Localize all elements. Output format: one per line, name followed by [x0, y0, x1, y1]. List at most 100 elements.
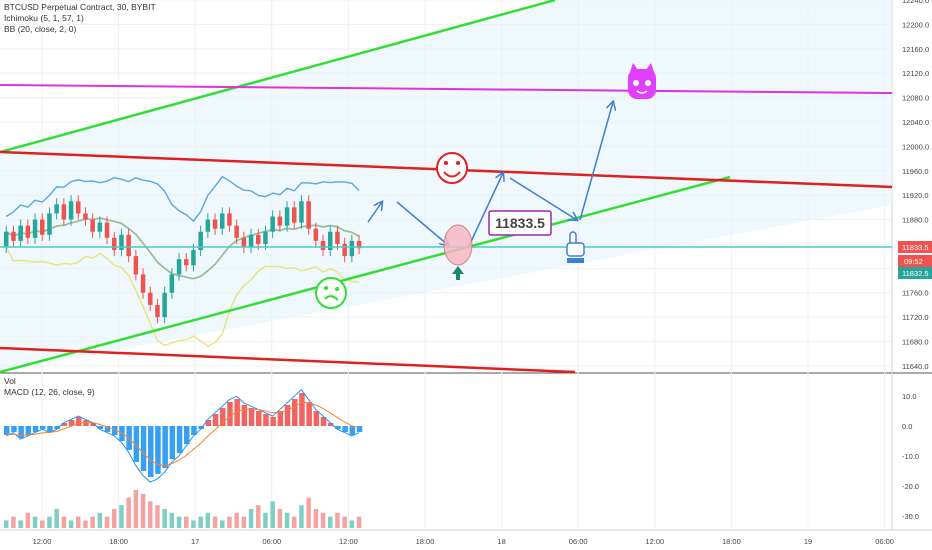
volume-bar — [25, 512, 31, 528]
candle-body — [112, 237, 117, 251]
macd-hist-bar — [40, 426, 46, 429]
magenta-horizontal-line[interactable] — [0, 84, 893, 94]
candle-body — [256, 234, 261, 244]
candle-body — [212, 219, 218, 229]
volume-bar — [76, 516, 81, 528]
candle-body — [184, 259, 189, 266]
macd-hist-bar — [112, 426, 118, 435]
vol-legend[interactable]: Vol — [4, 376, 16, 386]
green-trendline-lower[interactable] — [0, 175, 731, 374]
candlesticks — [4, 195, 362, 324]
macd-hist-bar — [133, 426, 140, 462]
macd-hist-bar — [263, 414, 269, 426]
symbol-title[interactable]: BTCUSD Perpetual Contract, 30, BYBIT — [4, 2, 156, 12]
volume-bar — [148, 501, 153, 528]
time-tick-label: 18:00 — [722, 537, 741, 546]
price-tick-label: 11720.0 — [902, 313, 929, 322]
svg-text:11833.5: 11833.5 — [902, 243, 929, 252]
macd-hist-bar — [248, 408, 255, 426]
macd-hist-bar — [104, 426, 111, 432]
volume-bar — [342, 516, 347, 528]
svg-text:11832.5: 11832.5 — [902, 269, 929, 278]
arrow-down-to-pullback[interactable] — [509, 177, 577, 220]
highlight-ellipse[interactable] — [443, 224, 473, 266]
volume-bar — [11, 516, 16, 528]
candle-body — [263, 231, 268, 244]
up-arrow-marker-icon — [452, 266, 464, 280]
price-label-text: 11833.5 — [495, 215, 545, 231]
macd-hist-bar — [83, 420, 89, 426]
candle-body — [306, 201, 311, 229]
volume-bar — [4, 520, 9, 528]
macd-hist-bar — [97, 426, 104, 429]
candle-body — [198, 231, 203, 251]
macd-hist-bar — [162, 426, 168, 468]
candle-body — [277, 216, 283, 226]
macd-tick-label: -30.0 — [902, 512, 919, 521]
candle-body — [176, 259, 182, 275]
arrow-up-to-target[interactable] — [579, 102, 613, 221]
macd-hist-bar — [184, 426, 190, 444]
candle-body — [140, 274, 146, 293]
time-axis[interactable]: 12:00 18:00 17 06:00 12:00 18:00 18 06:00 12:00 1… — [33, 537, 894, 546]
bb-legend[interactable]: BB (20, close, 2, 0) — [4, 24, 77, 34]
volume-bar — [227, 516, 232, 528]
macd-hist-bar — [227, 402, 233, 426]
arrow-up-short[interactable] — [367, 202, 382, 223]
volume-bar — [241, 516, 247, 528]
candle-body — [227, 213, 232, 226]
macd-hist-bar — [191, 426, 197, 435]
price-tick-label: 12200.0 — [902, 20, 929, 29]
candle-body — [220, 213, 225, 229]
green-trendline-upper[interactable] — [0, 0, 556, 154]
price-tick-label: 11760.0 — [902, 289, 929, 298]
candle-body — [126, 234, 131, 257]
time-tick-label: 12:00 — [339, 537, 358, 546]
arrow-up-to-peak[interactable] — [467, 173, 503, 249]
time-tick-label: 06:00 — [569, 537, 588, 546]
macd-hist-bar — [4, 426, 10, 435]
macd-hist-bar — [284, 405, 291, 426]
candle-body — [18, 225, 23, 241]
ichimoku-legend[interactable]: Ichimoku (5, 1, 57, 1) — [4, 13, 84, 23]
macd-hist-bar — [270, 417, 276, 426]
macd-legend[interactable]: MACD (12, 26, close, 9) — [4, 387, 95, 397]
volume-bar — [356, 516, 362, 528]
volume-bar — [335, 512, 340, 528]
candle-body — [90, 219, 95, 232]
volume-bar — [306, 497, 311, 528]
volume-bar — [263, 512, 268, 528]
volume-bars — [4, 490, 362, 528]
candle-body — [133, 256, 139, 275]
arrow-down-to-circle[interactable] — [396, 201, 448, 245]
price-label-box[interactable]: 11833.5 — [488, 210, 552, 236]
volume-bar — [256, 505, 261, 528]
macd-line — [6, 388, 360, 483]
time-tick-label: 17 — [191, 537, 199, 546]
candle-body — [356, 240, 362, 249]
volume-bar — [191, 520, 196, 528]
macd-hist-bar — [292, 399, 298, 426]
red-trendline-lower[interactable] — [0, 346, 576, 374]
candle-body — [61, 204, 67, 220]
volume-bar — [220, 520, 225, 528]
macd-hist-bar — [176, 426, 183, 453]
volume-bar — [270, 501, 275, 528]
macd-hist-bar — [68, 420, 75, 426]
macd-hist-bar — [320, 417, 327, 426]
candle-body — [155, 304, 160, 318]
time-tick-label: 18 — [497, 537, 505, 546]
candle-body — [349, 240, 355, 257]
time-tick-label: 06:00 — [262, 537, 281, 546]
macd-hist-bar — [155, 426, 161, 474]
volume-bar — [133, 490, 139, 528]
macd-hist-bar — [18, 426, 24, 438]
volume-bar — [284, 512, 290, 528]
signal-line — [6, 401, 360, 466]
macd-hist-bar — [335, 426, 341, 429]
macd-hist-bar — [76, 417, 82, 426]
macd-hist-bar — [47, 426, 53, 432]
candle-body — [299, 201, 304, 223]
volume-bar — [90, 516, 95, 528]
reference-price-tag: 11832.5 — [898, 267, 932, 279]
